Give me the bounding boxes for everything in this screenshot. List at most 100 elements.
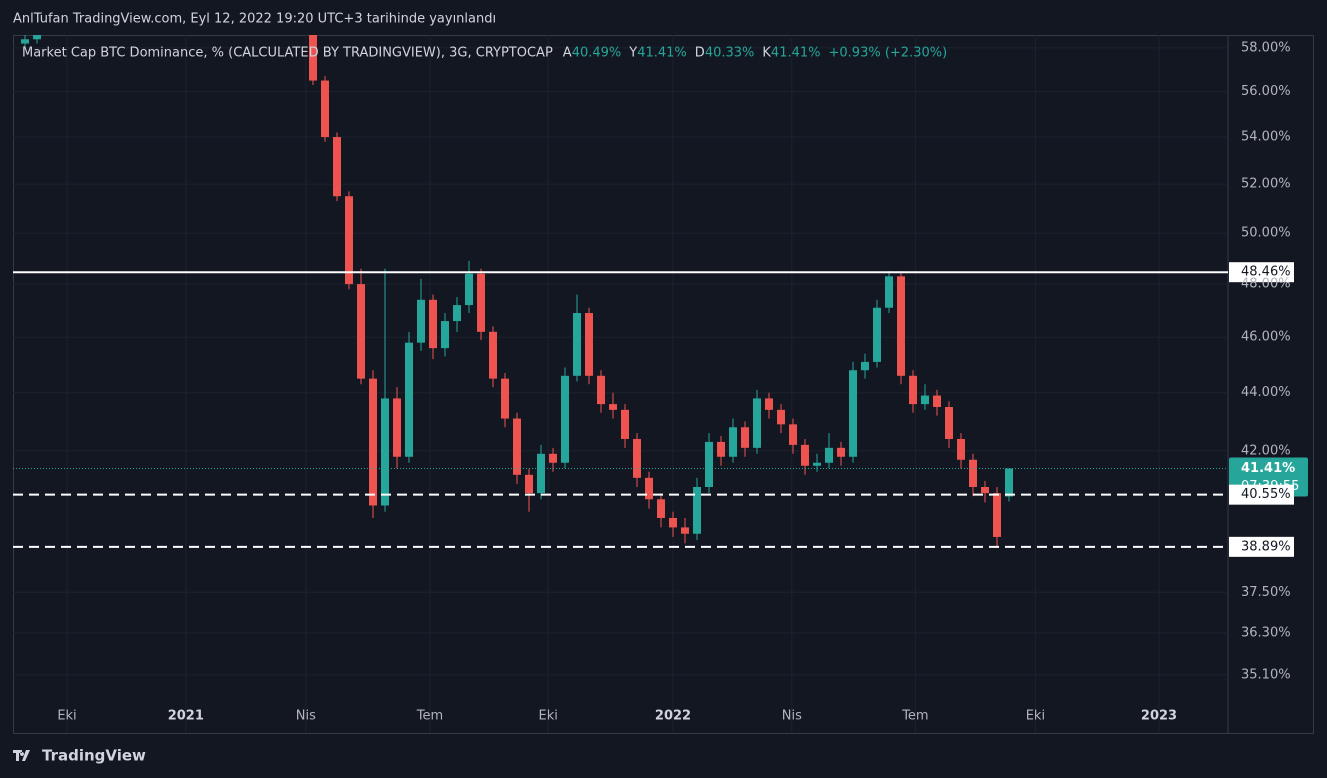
candle-body xyxy=(549,453,557,463)
x-tick-label: Tem xyxy=(416,709,443,724)
ohlc-key: A xyxy=(563,46,572,61)
y-tick-label: 35.10% xyxy=(1241,667,1291,682)
candle-body xyxy=(333,137,341,197)
level-label: 40.55% xyxy=(1241,487,1291,502)
frame xyxy=(13,35,1314,734)
ohlc-value: 40.49% xyxy=(572,46,622,61)
y-tick-label: 48.00% xyxy=(1241,277,1291,292)
candle-body xyxy=(933,395,941,407)
candle-body xyxy=(705,441,713,487)
x-tick-label: Eki xyxy=(1026,709,1045,724)
brand-name: TradingView xyxy=(42,747,146,765)
ohlc-value: 41.41% xyxy=(637,46,687,61)
candle-body xyxy=(573,313,581,376)
ohlc-key: K xyxy=(762,46,771,61)
candle-body xyxy=(21,39,29,44)
candle-body xyxy=(801,444,809,466)
candle-body xyxy=(909,375,917,405)
candle-body xyxy=(765,398,773,410)
candle-body xyxy=(621,409,629,439)
candle-body xyxy=(489,331,497,379)
candle-body xyxy=(693,486,701,534)
candle-body xyxy=(417,299,425,343)
y-tick-label: 56.00% xyxy=(1241,84,1291,99)
level-box xyxy=(1229,262,1294,283)
candle-body xyxy=(525,474,533,494)
candle-body xyxy=(453,305,461,322)
candle-body xyxy=(561,375,569,463)
candle-body xyxy=(729,427,737,457)
x-tick-label: Nis xyxy=(296,709,316,724)
candle-body xyxy=(789,424,797,445)
candle-body xyxy=(345,196,353,285)
x-tick-label: Eki xyxy=(57,709,76,724)
last-price-label: 41.41% xyxy=(1241,461,1295,476)
x-tick-label: Eki xyxy=(539,709,558,724)
candle-body xyxy=(957,438,965,460)
candle-body xyxy=(921,395,929,405)
level-label: 38.89% xyxy=(1241,539,1291,554)
candle-body xyxy=(813,462,821,466)
candle-body xyxy=(837,447,845,457)
brand: TradingView xyxy=(13,747,146,765)
y-tick-label: 50.00% xyxy=(1241,226,1291,241)
overlays: 41.41%07:39:5548.46%40.55%38.89% xyxy=(13,262,1308,557)
x-tick-label: 2021 xyxy=(168,709,204,724)
candle-body xyxy=(885,276,893,308)
candle-body xyxy=(945,406,953,439)
candle-body xyxy=(969,459,977,487)
candle-body xyxy=(633,438,641,478)
candle-body xyxy=(369,378,377,506)
candle-body xyxy=(429,299,437,349)
candle-body xyxy=(741,427,749,448)
legend: Market Cap BTC Dominance, % (CALCULATED … xyxy=(22,46,947,61)
candle-body xyxy=(993,493,1001,537)
candle-body xyxy=(645,477,653,500)
level-label: 48.46% xyxy=(1241,265,1291,280)
candle-body xyxy=(777,409,785,425)
candle-body xyxy=(465,273,473,306)
candle-body xyxy=(405,342,413,457)
candle-body xyxy=(381,398,389,506)
y-tick-label: 36.30% xyxy=(1241,625,1291,640)
candle-body xyxy=(357,284,365,379)
level-box xyxy=(1229,484,1294,505)
y-tick-label: 58.00% xyxy=(1241,40,1291,55)
change: +0.93% (+2.30%) xyxy=(829,46,948,61)
candle-body xyxy=(981,486,989,494)
candle-body xyxy=(309,35,317,81)
candle-body xyxy=(825,447,833,463)
y-tick-label: 42.00% xyxy=(1241,443,1291,458)
x-tick-label: Tem xyxy=(901,709,928,724)
ohlc-key: Y xyxy=(628,46,637,61)
y-tick-label: 46.00% xyxy=(1241,330,1291,345)
y-tick-label: 52.00% xyxy=(1241,177,1291,192)
candle-body xyxy=(33,35,41,40)
candle-body xyxy=(537,453,545,494)
ohlc-value: 41.41% xyxy=(771,46,821,61)
y-tick-label: 44.00% xyxy=(1241,385,1291,400)
candle-body xyxy=(861,361,869,371)
ohlc-value: 40.33% xyxy=(705,46,755,61)
candle-body xyxy=(501,378,509,419)
candle-body xyxy=(585,313,593,376)
series-title: Market Cap BTC Dominance, % (CALCULATED … xyxy=(22,46,553,61)
candle-body xyxy=(897,276,905,376)
candle-body xyxy=(441,321,449,349)
candle-body xyxy=(321,80,329,138)
candle-body xyxy=(597,375,605,405)
ohlc-key: D xyxy=(695,46,705,61)
candle-body xyxy=(393,398,401,457)
logo xyxy=(13,750,30,761)
candle-body xyxy=(1005,468,1013,497)
candle-body xyxy=(513,418,521,475)
level-box xyxy=(1229,536,1294,557)
publisher: AnlTufan TradingView.com, Eyl 12, 2022 1… xyxy=(13,12,496,27)
candle-body xyxy=(717,441,725,457)
candle-body xyxy=(657,499,665,518)
candle-body xyxy=(753,398,761,448)
candles xyxy=(21,35,1013,547)
candle-body xyxy=(681,527,689,534)
